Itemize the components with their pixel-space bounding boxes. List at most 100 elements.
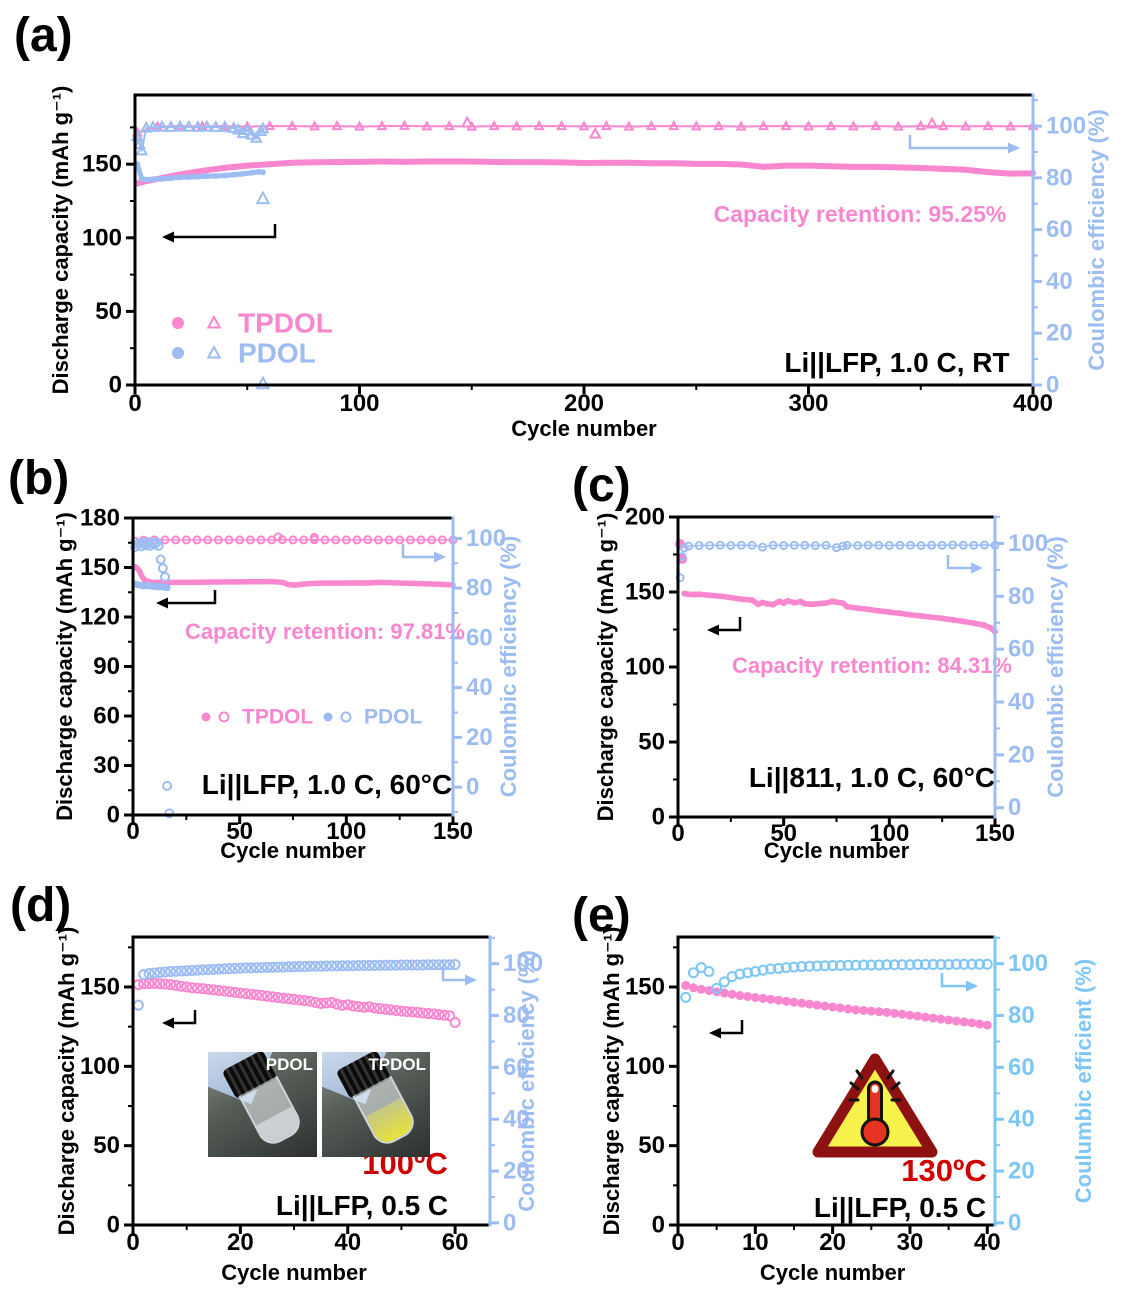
svg-text:100: 100 [503, 950, 543, 977]
svg-text:Discharge capacity (mAh g⁻¹): Discharge capacity (mAh g⁻¹) [48, 86, 73, 395]
series-3-pdol-coulombic-efficiency [130, 537, 170, 582]
series-1-tpdol-coulombic-efficiency [130, 535, 458, 546]
svg-text:50: 50 [93, 1132, 120, 1159]
svg-text:Li||LFP, 1.0 C, RT: Li||LFP, 1.0 C, RT [784, 347, 1009, 378]
svg-text:150: 150 [625, 579, 665, 606]
svg-text:Discharge capacity (mAh g⁻¹): Discharge capacity (mAh g⁻¹) [54, 927, 79, 1236]
inset-photo-tpdol: TPDOL [322, 1052, 430, 1157]
svg-text:40: 40 [1008, 689, 1035, 716]
svg-text:Coulombic efficiency (%): Coulombic efficiency (%) [514, 950, 539, 1212]
inset-photo-label-pdol: PDOL [265, 1055, 313, 1074]
chart-series [130, 532, 458, 819]
annotations: Capacity retention: 95.25% Li||LFP, 1.0 C… [162, 135, 1020, 378]
svg-text:0: 0 [126, 818, 139, 845]
series-4-pdol-ce-failure [162, 780, 173, 791]
svg-text:200: 200 [625, 504, 665, 531]
svg-text:0: 0 [107, 802, 120, 829]
svg-text:0: 0 [652, 1212, 665, 1239]
thermometer-bulb [860, 1117, 890, 1147]
svg-text:Cycle number: Cycle number [511, 416, 657, 441]
series-1-coulombic-efficiency [680, 958, 993, 1003]
panel-d-label: (d) [10, 879, 72, 932]
svg-text:80: 80 [466, 575, 493, 602]
plot-border [676, 935, 997, 1227]
svg-text:20: 20 [227, 1229, 254, 1256]
svg-text:20: 20 [503, 1158, 530, 1185]
svg-text:0: 0 [107, 1212, 120, 1239]
chart-series [132, 958, 461, 1029]
svg-text:150: 150 [433, 818, 473, 845]
svg-text:20: 20 [1008, 741, 1035, 768]
svg-text:Capacity retention: 84.31%: Capacity retention: 84.31% [732, 653, 1012, 678]
thermometer-rays [848, 1069, 902, 1102]
svg-text:50: 50 [770, 820, 797, 847]
svg-text:Cycle number: Cycle number [764, 838, 910, 863]
series-5-pdol-capacity-failure [164, 808, 175, 819]
svg-text:60: 60 [442, 1229, 469, 1256]
svg-text:400: 400 [1013, 390, 1053, 417]
axis-labels: Cycle number Discharge capacity (mAh g⁻¹)… [54, 927, 539, 1285]
svg-text:100: 100 [625, 654, 665, 681]
svg-text:Li||LFP, 1.0 C, 60°C: Li||LFP, 1.0 C, 60°C [202, 769, 452, 800]
svg-text:Cycle number: Cycle number [760, 1260, 906, 1285]
svg-text:40: 40 [1008, 1106, 1035, 1133]
svg-text:300: 300 [788, 390, 828, 417]
svg-text:60: 60 [1008, 636, 1035, 663]
plot-border [676, 515, 997, 819]
series-3-coulombic-efficiency [679, 540, 1000, 553]
svg-text:60: 60 [93, 703, 120, 730]
svg-text:0: 0 [1046, 372, 1059, 399]
svg-text:150: 150 [80, 554, 120, 581]
axis-labels: Cycle number Discharge capacity (mAh g⁻¹)… [599, 927, 1096, 1285]
svg-text:100: 100 [1008, 950, 1048, 977]
svg-text:PDOL: PDOL [238, 338, 316, 369]
svg-text:80: 80 [1008, 583, 1035, 610]
svg-text:200: 200 [564, 390, 604, 417]
svg-text:Coulumbic efficient (%): Coulumbic efficient (%) [1071, 959, 1096, 1203]
svg-text:Li||811, 1.0 C, 60°C: Li||811, 1.0 C, 60°C [749, 762, 995, 793]
svg-text:Coulombic efficiency (%): Coulombic efficiency (%) [1084, 109, 1109, 371]
svg-text:90: 90 [93, 653, 120, 680]
svg-text:0: 0 [109, 372, 122, 399]
chart-series [675, 539, 1000, 635]
inset-photo-label-tpdol: TPDOL [368, 1055, 426, 1074]
svg-text:0: 0 [503, 1209, 516, 1236]
svg-text:100: 100 [869, 820, 909, 847]
svg-text:150: 150 [625, 973, 665, 1000]
svg-text:0: 0 [126, 1229, 139, 1256]
svg-text:TPDOL: TPDOL [242, 706, 313, 729]
plot-border [131, 935, 492, 1227]
annotations: 130ºC Li||LFP, 0.5 C [709, 973, 987, 1223]
axes-ticks: 0 10 20 30 40 0 50 100 150 0 20 40 60 80 100 [625, 936, 1048, 1256]
svg-text:60: 60 [1046, 216, 1073, 243]
svg-text:0: 0 [652, 804, 665, 831]
svg-text:PDOL: PDOL [364, 706, 423, 729]
svg-text:50: 50 [95, 298, 122, 325]
chart-series [680, 958, 993, 1030]
svg-text:150: 150 [80, 973, 120, 1000]
svg-text:20: 20 [819, 1229, 846, 1256]
axes-ticks: 0 20 40 60 0 50 100 150 0 20 40 60 80 100 [80, 936, 543, 1256]
svg-text:0: 0 [1008, 794, 1021, 821]
svg-text:Discharge capacity (mAh g⁻¹): Discharge capacity (mAh g⁻¹) [52, 512, 77, 821]
svg-text:Capacity retention: 95.25%: Capacity retention: 95.25% [714, 201, 1007, 227]
svg-text:20: 20 [1008, 1158, 1035, 1185]
thermometer-icon [848, 1069, 902, 1147]
series-6-tpdol-ce-outliers [273, 532, 319, 542]
svg-text:40: 40 [503, 1106, 530, 1133]
svg-text:100: 100 [466, 525, 506, 552]
svg-text:100: 100 [1046, 113, 1086, 140]
series-5-pdol-ce-failure-points [255, 190, 271, 390]
svg-text:0: 0 [671, 820, 684, 847]
axis-labels: Cycle number Discharge capacity (mAh g⁻¹)… [48, 86, 1109, 441]
clear-liquid [256, 1106, 303, 1147]
svg-text:20: 20 [466, 724, 493, 751]
svg-text:60: 60 [466, 624, 493, 651]
series-2-pdol-discharge-capacity [131, 580, 171, 592]
